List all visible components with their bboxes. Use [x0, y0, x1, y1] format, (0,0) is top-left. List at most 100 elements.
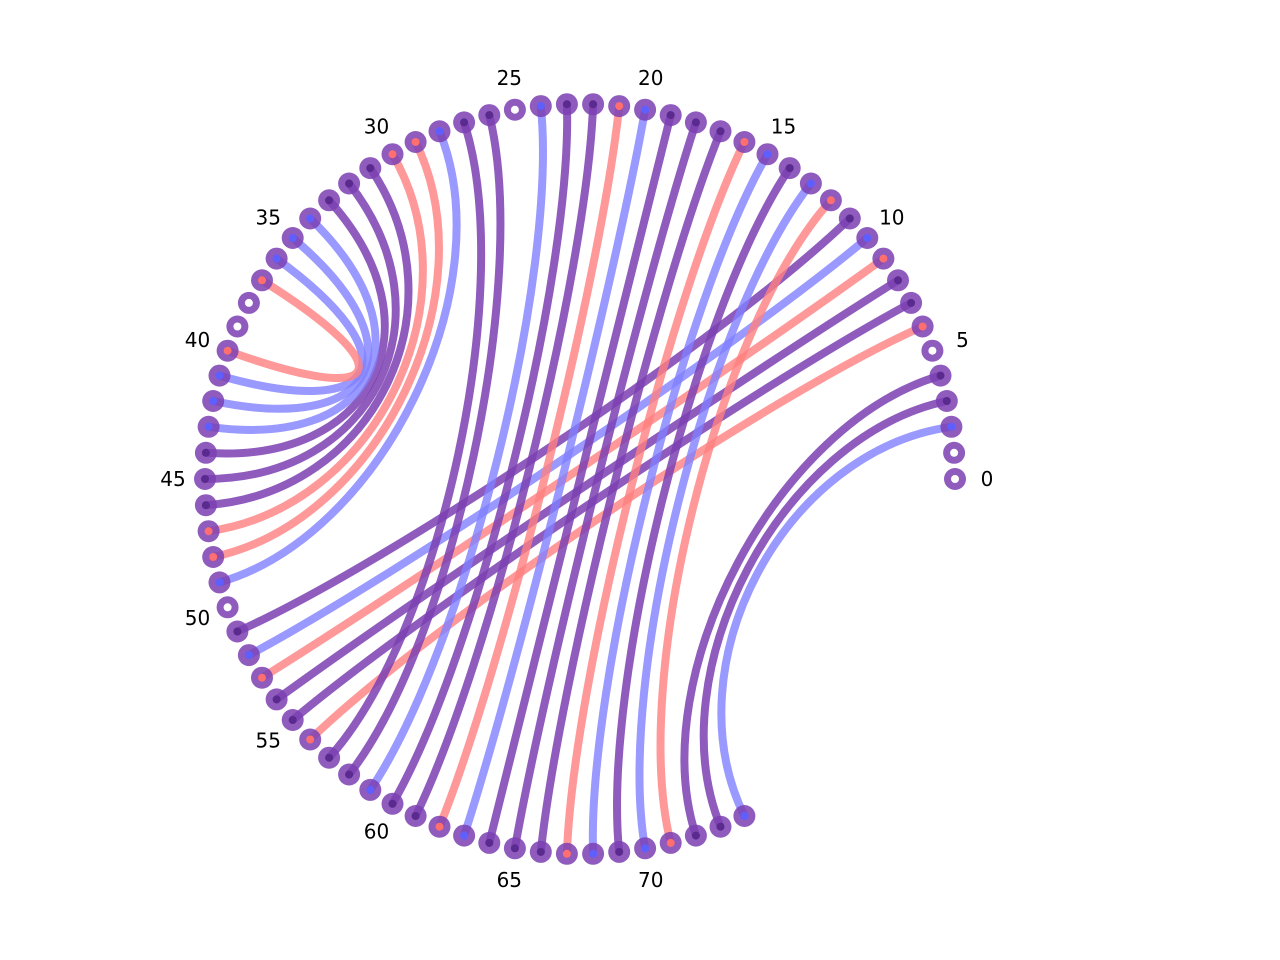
node-43-dot: [204, 422, 213, 431]
node-64-dot: [485, 838, 494, 847]
link-22-61: [411, 100, 598, 820]
node-29: [404, 131, 427, 153]
node-20-dot: [641, 105, 650, 114]
node-9: [872, 247, 895, 270]
node-61-dot: [411, 812, 420, 820]
node-70: [634, 837, 657, 860]
node-61: [404, 805, 427, 827]
node-38-hole: [244, 298, 253, 307]
tick-label-5: 5: [956, 328, 969, 352]
node-17-dot: [716, 127, 725, 136]
node-52: [237, 644, 260, 667]
node-16-dot: [740, 138, 749, 146]
node-53-dot: [258, 673, 266, 682]
node-59: [359, 778, 382, 801]
node-4-dot: [936, 371, 945, 380]
node-4: [929, 364, 952, 387]
tick-label-25: 25: [497, 66, 522, 90]
tick-labels: 0 5 10 15 20 25 30 35 40 45 50 55 60 65 70: [160, 66, 993, 892]
node-1: [943, 441, 966, 464]
node-74-dot: [740, 812, 749, 820]
node-66: [529, 840, 552, 863]
node-59-dot: [366, 785, 375, 794]
node-1-hole: [950, 448, 959, 457]
node-68-dot: [589, 849, 598, 858]
node-56: [299, 728, 322, 751]
link-31-46: [201, 164, 413, 510]
link-3-73: [699, 397, 951, 831]
node-69: [608, 840, 631, 863]
node-30-dot: [388, 150, 397, 159]
tick-label-70: 70: [638, 868, 663, 892]
node-53: [251, 666, 273, 689]
node-47: [197, 520, 220, 543]
node-26: [478, 104, 501, 127]
node-69-dot: [615, 847, 624, 856]
tick-label-55: 55: [255, 729, 280, 753]
link-28-49: [215, 127, 461, 587]
node-49-dot: [215, 578, 224, 587]
link-17-66: [536, 127, 725, 856]
node-31-dot: [366, 164, 375, 173]
node-51-dot: [233, 627, 242, 636]
node-60-dot: [388, 799, 397, 808]
node-51: [226, 620, 249, 643]
node-67-dot: [562, 849, 571, 858]
node-23: [555, 93, 578, 116]
node-0-hole: [951, 475, 959, 483]
node-14: [778, 157, 801, 180]
link-9-53: [258, 254, 888, 682]
link-24-59: [366, 102, 547, 794]
node-3-dot: [942, 397, 951, 405]
node-42: [202, 390, 225, 412]
link-33-44: [201, 196, 389, 458]
link-29-48: [209, 138, 443, 561]
node-29-dot: [411, 138, 420, 146]
node-70-dot: [641, 844, 650, 853]
node-21: [608, 95, 631, 118]
node-7: [900, 291, 923, 314]
node-40: [216, 339, 239, 362]
node-41: [208, 364, 231, 387]
node-52-dot: [244, 651, 253, 660]
node-46: [194, 494, 217, 517]
node-27: [453, 111, 476, 134]
links-layer: [201, 100, 956, 858]
node-25: [503, 98, 526, 121]
link-23-60: [388, 100, 572, 808]
tick-label-35: 35: [255, 205, 280, 229]
node-23-dot: [562, 100, 571, 109]
node-18-dot: [691, 118, 700, 127]
link-34-43: [204, 214, 380, 434]
node-20: [634, 98, 657, 121]
node-58-dot: [345, 770, 354, 779]
link-12-71: [656, 196, 835, 847]
node-55-dot: [288, 716, 297, 724]
link-32-45: [201, 179, 400, 483]
node-34-dot: [306, 214, 315, 223]
node-45: [194, 468, 216, 490]
node-57: [318, 746, 341, 769]
node-28: [428, 120, 451, 143]
link-2-74: [717, 422, 956, 820]
node-10-dot: [863, 234, 872, 242]
node-54: [265, 688, 288, 711]
link-8-54: [272, 276, 902, 704]
tick-label-15: 15: [771, 115, 796, 139]
node-63: [453, 824, 476, 847]
tick-label-65: 65: [497, 868, 522, 892]
node-54-dot: [272, 695, 281, 704]
node-15: [756, 143, 779, 166]
link-26-58: [345, 111, 505, 779]
node-30: [381, 143, 404, 166]
node-32-dot: [345, 179, 354, 188]
link-21-62: [435, 102, 624, 831]
node-11: [838, 207, 861, 230]
tick-label-50: 50: [185, 606, 210, 630]
node-9-dot: [879, 254, 888, 263]
node-3: [935, 390, 958, 412]
node-33: [318, 189, 341, 212]
node-32: [338, 172, 361, 195]
node-14-dot: [785, 164, 794, 173]
node-17: [709, 120, 732, 143]
